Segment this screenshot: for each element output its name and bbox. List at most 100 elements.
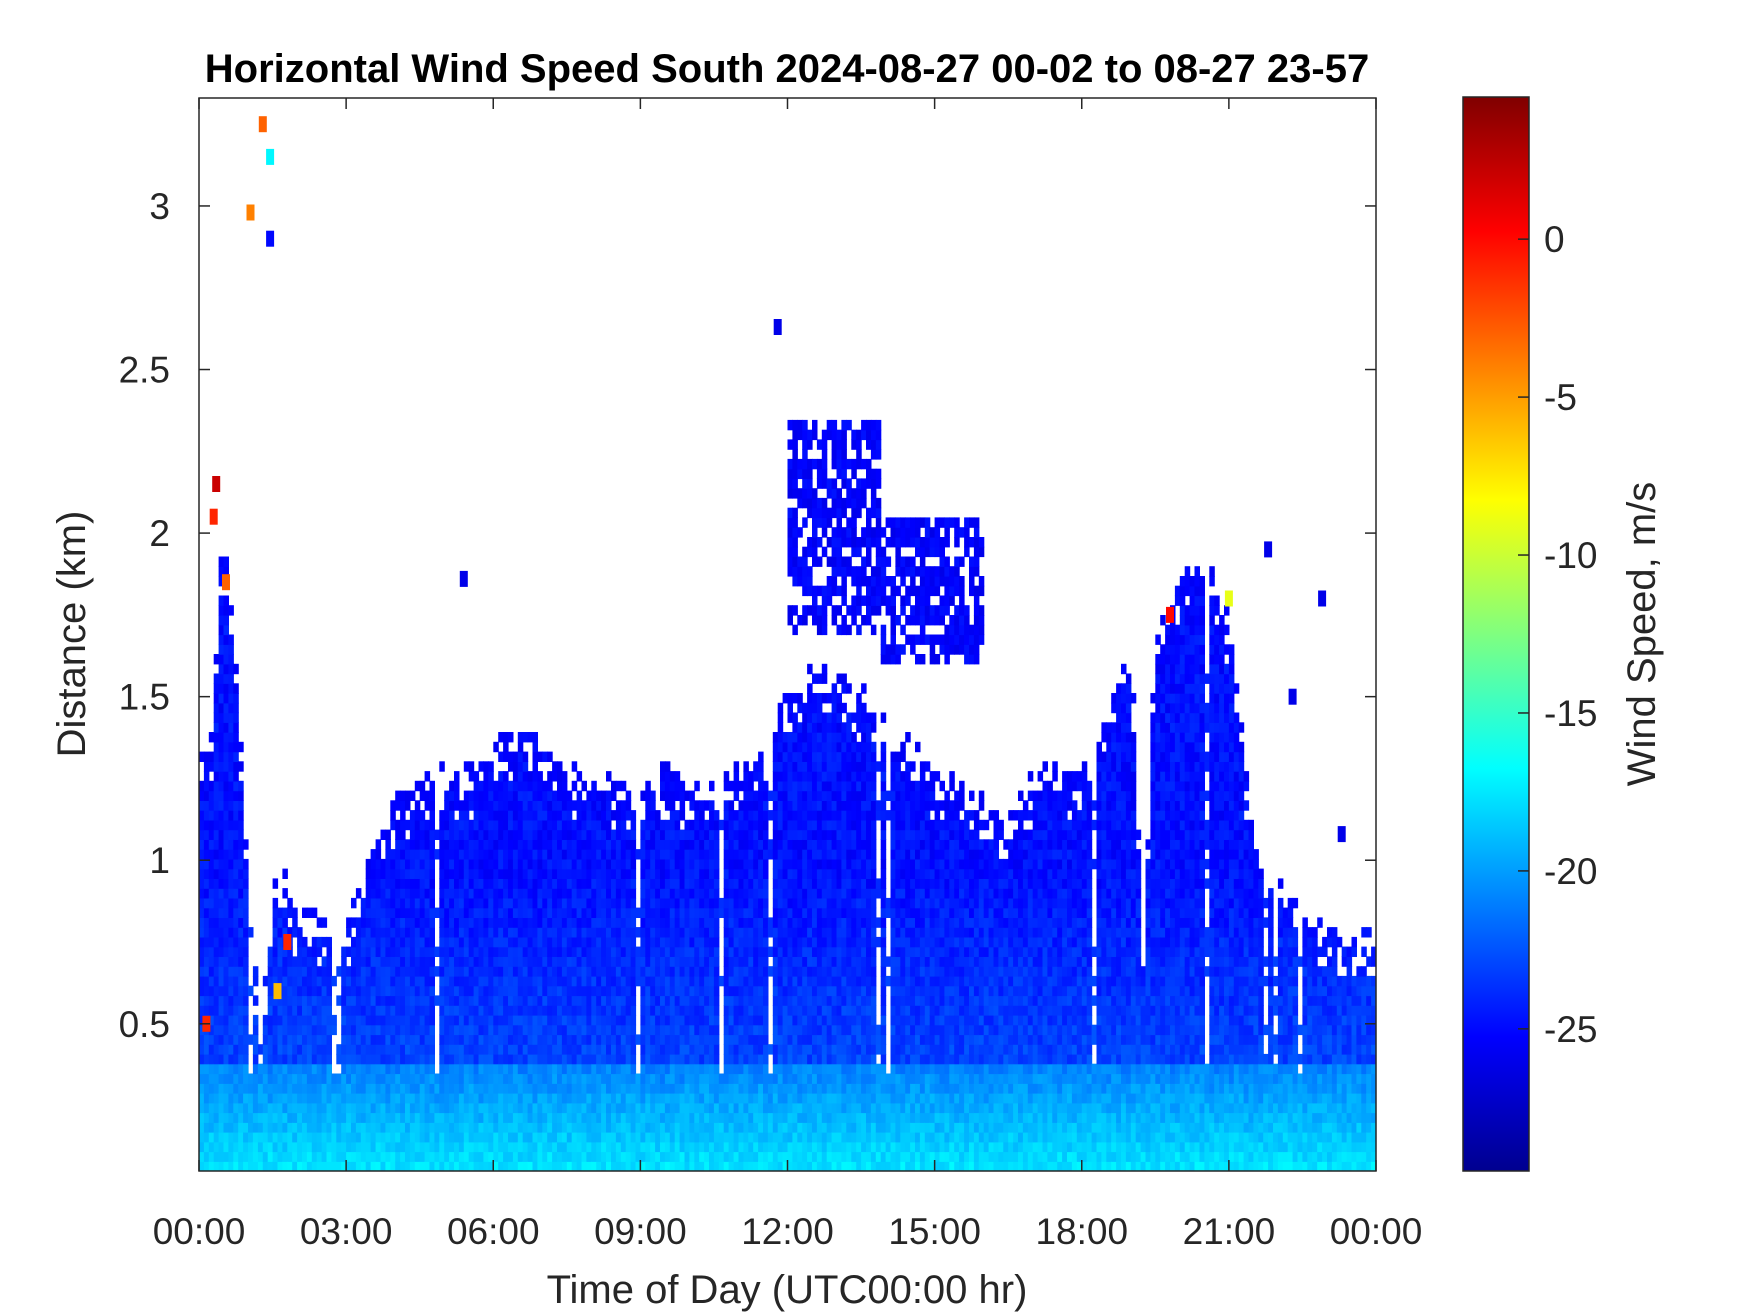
heatmap-cell [606, 888, 612, 899]
heatmap-cell [297, 1053, 303, 1065]
heatmap-cell [463, 995, 470, 1006]
heatmap-cell [576, 839, 583, 850]
heatmap-cell [630, 1034, 637, 1045]
heatmap-cell [208, 1005, 215, 1016]
heatmap-cell [341, 1073, 347, 1084]
heatmap-cell [802, 478, 808, 489]
heatmap-cell [512, 1102, 519, 1114]
heatmap-cell [763, 1141, 769, 1153]
heatmap-cell [517, 985, 524, 997]
heatmap-cell [532, 888, 538, 899]
heatmap-cell [238, 810, 244, 821]
heatmap-cell [199, 790, 205, 801]
heatmap-cell [395, 975, 401, 987]
heatmap-cell [223, 1151, 229, 1162]
heatmap-cell [233, 1112, 239, 1123]
heatmap-cell [625, 878, 632, 889]
heatmap-cell [748, 1005, 754, 1016]
heatmap-cell [571, 1063, 578, 1075]
heatmap-cell [601, 1161, 607, 1171]
heatmap-cell [532, 1014, 538, 1026]
heatmap-cell [777, 946, 784, 957]
heatmap-cell [733, 1014, 740, 1026]
heatmap-cell [650, 819, 656, 831]
heatmap-cell [704, 1122, 710, 1133]
heatmap-cell [542, 1044, 548, 1055]
heatmap-cell [664, 907, 671, 918]
heatmap-cell [650, 946, 656, 957]
heatmap-cell [738, 897, 744, 909]
heatmap-cell [395, 1063, 401, 1075]
heatmap-cell [738, 810, 744, 821]
heatmap-cell [620, 878, 627, 889]
heatmap-cell [684, 1093, 690, 1104]
heatmap-cell [615, 1102, 622, 1114]
heatmap-cell [409, 810, 416, 821]
heatmap-cell [812, 936, 818, 948]
heatmap-cell [812, 488, 818, 499]
heatmap-cell [409, 917, 416, 928]
heatmap-cell [640, 858, 646, 870]
heatmap-cell [493, 927, 499, 938]
heatmap-cell [807, 839, 813, 850]
heatmap-cell [302, 1161, 308, 1171]
heatmap-cell [272, 1083, 279, 1094]
heatmap-cell [699, 878, 705, 889]
heatmap-cell [380, 1112, 386, 1123]
heatmap-cell [498, 985, 504, 997]
heatmap-cell [400, 858, 406, 870]
heatmap-cell [777, 761, 784, 772]
heatmap-cell [758, 1073, 764, 1084]
heatmap-cell [787, 771, 793, 782]
heatmap-cell [454, 1053, 460, 1065]
heatmap-cell [699, 1053, 705, 1065]
heatmap-cell [689, 829, 695, 840]
heatmap-cell [400, 839, 406, 850]
heatmap-cell [777, 1141, 784, 1153]
heatmap-cell [532, 936, 538, 948]
heatmap-cell [655, 829, 661, 840]
heatmap-cell [782, 936, 789, 948]
heatmap-cell [547, 1063, 553, 1075]
heatmap-cell [380, 1122, 386, 1133]
heatmap-cell [419, 1024, 426, 1036]
heatmap-cell [689, 1122, 695, 1133]
heatmap-cell [508, 966, 514, 977]
heatmap-cell [601, 790, 607, 801]
heatmap-cell [738, 1005, 744, 1016]
heatmap-cell [424, 1014, 431, 1026]
heatmap-cell [812, 1132, 818, 1143]
heatmap-cell [370, 1093, 377, 1104]
heatmap-cell [674, 1141, 681, 1153]
heatmap-cell [517, 810, 524, 821]
heatmap-cell [772, 839, 779, 850]
heatmap-cell [620, 810, 627, 821]
heatmap-cell [223, 985, 229, 997]
heatmap-cell [557, 888, 563, 899]
heatmap-cell [679, 839, 686, 850]
heatmap-cell [375, 995, 382, 1006]
heatmap-cell [591, 1024, 597, 1036]
heatmap-cell [743, 907, 749, 918]
heatmap-cell [208, 1044, 215, 1055]
heatmap-cell [620, 907, 627, 918]
heatmap-cell [316, 1024, 323, 1036]
heatmap-cell [512, 1093, 519, 1104]
heatmap-cell [370, 1151, 377, 1162]
heatmap-cell [713, 1122, 720, 1133]
heatmap-cell [390, 1044, 396, 1055]
heatmap-cell [213, 732, 220, 743]
heatmap-cell [223, 624, 229, 636]
heatmap-cell [527, 849, 534, 860]
heatmap-cell [816, 819, 823, 831]
heatmap-cell [449, 878, 455, 889]
heatmap-cell [449, 1044, 455, 1055]
heatmap-cell [537, 1093, 543, 1104]
heatmap-cell [826, 936, 833, 948]
heatmap-cell [483, 1073, 489, 1084]
heatmap-cell [292, 1044, 298, 1055]
heatmap-cell [351, 1063, 357, 1075]
heatmap-cell [306, 1161, 313, 1171]
heatmap-cell [203, 1132, 210, 1143]
heatmap-cell [547, 771, 553, 782]
